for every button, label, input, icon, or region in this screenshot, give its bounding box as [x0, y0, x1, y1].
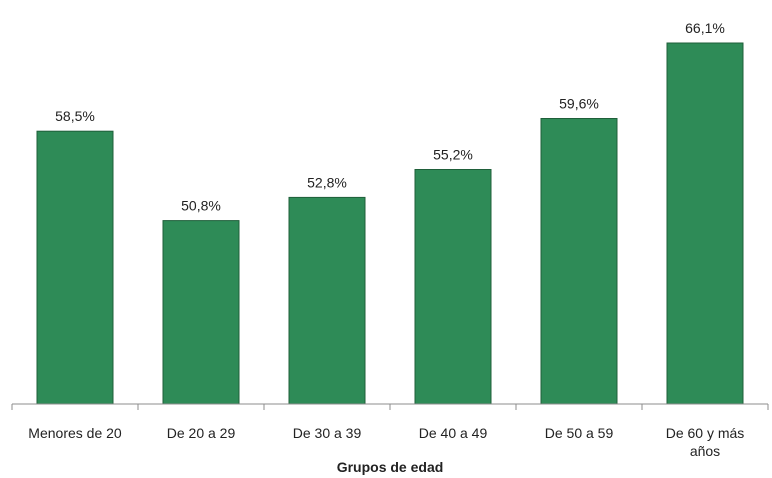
bar-1	[36, 130, 114, 405]
data-label-6: 66,1%	[685, 20, 725, 36]
data-label-2: 50,8%	[181, 198, 221, 214]
value-labels-layer: 58,5% 50,8% 52,8% 55,2% 59,6% 66,1%	[55, 20, 725, 214]
x-tick-label-4: De 40 a 49	[419, 425, 488, 441]
data-label-5: 59,6%	[559, 96, 599, 112]
bar-5	[540, 118, 618, 405]
data-label-1: 58,5%	[55, 108, 95, 124]
bar-6	[666, 42, 744, 405]
bar-3	[288, 196, 366, 405]
x-tick-label-2: De 20 a 29	[167, 425, 236, 441]
x-tick-label-6: De 60 y más años	[666, 425, 745, 459]
x-axis-title: Grupos de edad	[337, 459, 444, 475]
bar-2	[162, 220, 240, 405]
x-tick-label-3: De 30 a 39	[293, 425, 362, 441]
x-axis-ticks	[11, 404, 769, 410]
data-label-4: 55,2%	[433, 147, 473, 163]
x-tick-label-5: De 50 a 59	[545, 425, 614, 441]
bars-layer	[36, 42, 744, 405]
x-tick-label-1: Menores de 20	[28, 425, 122, 441]
bar-4	[414, 169, 492, 405]
x-axis-tick-labels: Menores de 20 De 20 a 29 De 30 a 39 De 40 a…	[28, 425, 744, 459]
data-label-3: 52,8%	[307, 174, 347, 190]
